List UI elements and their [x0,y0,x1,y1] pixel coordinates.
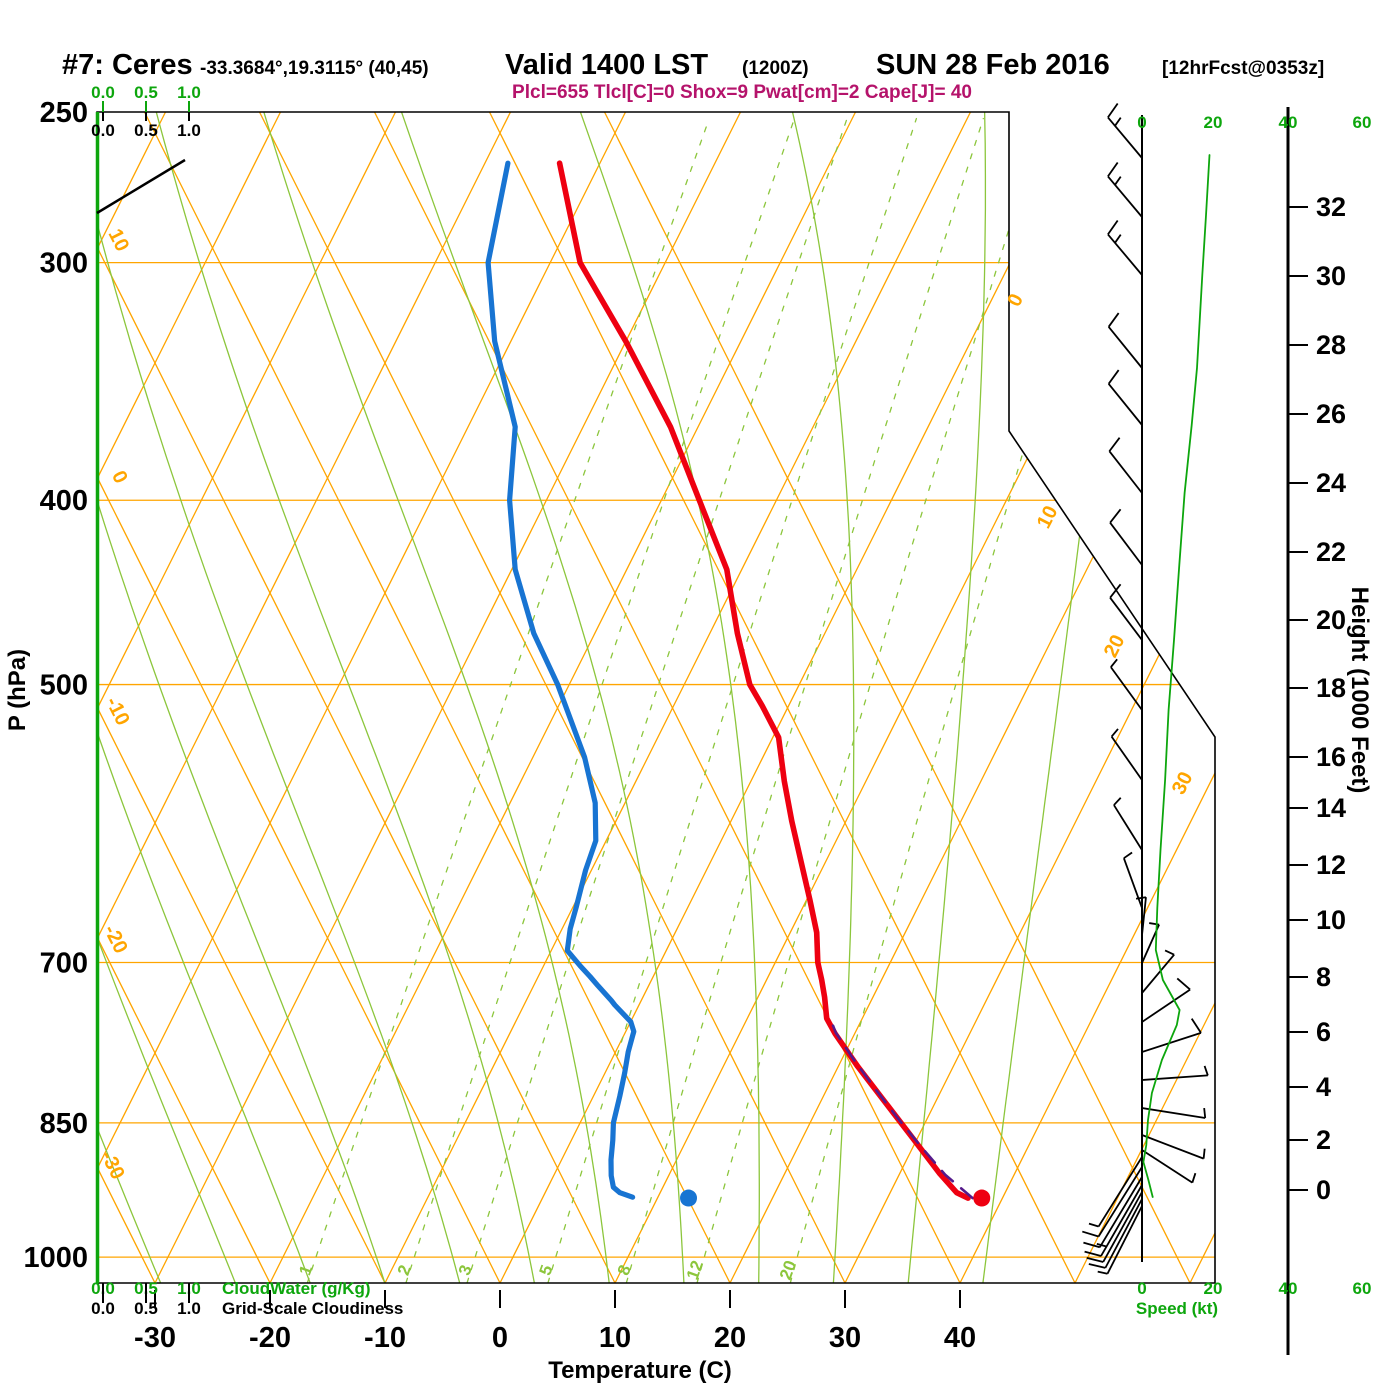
speed-axis-title: Speed (kt) [1136,1299,1218,1318]
svg-text:20: 20 [1100,631,1130,661]
svg-text:0.0: 0.0 [91,121,115,140]
isotherm-lines [97,112,1215,1283]
moist-adiabat-lines [97,112,1132,1283]
svg-text:10: 10 [1316,905,1346,935]
svg-text:60: 60 [1353,1279,1372,1298]
svg-text:10: 10 [599,1322,631,1354]
svg-text:400: 400 [40,485,88,517]
svg-text:24: 24 [1316,468,1346,498]
svg-text:-10: -10 [364,1322,406,1354]
adiabat-edge-labels: 100-10-20-30 [96,225,134,1183]
dry-adiabat-lines [97,112,1191,1283]
svg-text:-30: -30 [96,1147,129,1183]
cloud-scale-top: 0.0 0.0 0.5 0.5 1.0 1.0 [91,83,201,140]
svg-text:0.0: 0.0 [91,1299,115,1318]
svg-text:0.0: 0.0 [91,83,115,102]
wind-profile [1082,102,1211,1275]
svg-text:700: 700 [40,947,88,979]
cloudwater-axis-title: CloudWater (g/Kg) [222,1279,371,1298]
svg-text:1000: 1000 [23,1242,88,1274]
svg-text:-30: -30 [134,1322,176,1354]
sounding-curves [485,160,991,1207]
svg-text:40: 40 [944,1322,976,1354]
svg-text:26: 26 [1316,399,1346,429]
title-zulu-time: (1200Z) [742,58,809,79]
svg-text:250: 250 [40,97,88,129]
title-valid-time: Valid 1400 LST [505,49,708,81]
svg-text:40: 40 [1279,113,1298,132]
svg-text:8: 8 [1316,962,1331,992]
speed-scale-bottom: 0 20 40 60 [1137,1279,1371,1298]
svg-text:20: 20 [776,1258,800,1282]
svg-text:0: 0 [1137,1279,1146,1298]
svg-text:60: 60 [1353,113,1372,132]
svg-text:12: 12 [683,1258,707,1282]
svg-text:850: 850 [40,1108,88,1140]
svg-text:20: 20 [714,1322,746,1354]
svg-text:0: 0 [492,1322,508,1354]
speed-scale-top: 0 20 40 60 [1137,113,1371,132]
svg-text:30: 30 [1316,261,1346,291]
svg-text:0: 0 [1003,290,1028,310]
svg-text:40: 40 [1279,1279,1298,1298]
svg-text:0.5: 0.5 [134,121,158,140]
title-station: #7: Ceres [62,49,193,81]
svg-text:2: 2 [1316,1125,1331,1155]
svg-text:1.0: 1.0 [177,121,201,140]
temperature-tick-labels: -30 -20 -10 0 10 20 30 40 [134,1290,976,1354]
svg-text:500: 500 [40,670,88,702]
svg-text:16: 16 [1316,742,1346,772]
pressure-tick-labels: 250 300 400 500 700 850 1000 [23,97,88,1274]
svg-text:20: 20 [1204,1279,1223,1298]
svg-text:0.5: 0.5 [134,1299,158,1318]
mixing-ratio-lines [306,117,1124,1283]
svg-text:14: 14 [1316,793,1346,823]
svg-text:20: 20 [1204,113,1223,132]
svg-text:12: 12 [1316,850,1346,880]
svg-text:1.0: 1.0 [177,83,201,102]
svg-text:-20: -20 [249,1322,291,1354]
svg-text:0: 0 [1316,1175,1331,1205]
svg-text:4: 4 [1316,1072,1331,1102]
stability-stats-line: Plcl=655 Tlcl[C]=0 Shox=9 Pwat[cm]=2 Cap… [512,82,972,103]
svg-text:18: 18 [1316,673,1346,703]
svg-text:1.0: 1.0 [177,1299,201,1318]
svg-text:30: 30 [1168,768,1198,798]
height-axis-title: Height (1000 Feet) [1346,587,1373,794]
svg-text:10: 10 [103,225,133,255]
svg-text:30: 30 [829,1322,861,1354]
title-date: SUN 28 Feb 2016 [876,49,1110,81]
svg-text:22: 22 [1316,537,1346,567]
svg-text:0: 0 [107,467,132,487]
grid-lines [97,112,1215,1283]
title-coordinates: -33.3684°,19.3115° (40,45) [200,58,429,79]
cloud-scale-bottom: 0.00.00.50.51.01.0 [91,1279,201,1318]
svg-text:28: 28 [1316,330,1346,360]
svg-text:0: 0 [1137,113,1146,132]
svg-text:10: 10 [1033,502,1063,532]
svg-text:300: 300 [40,248,88,280]
gridscale-cloudiness-axis-title: Grid-Scale Cloudiness [222,1299,403,1318]
title-forecast-tag: [12hrFcst@0353z] [1162,58,1324,79]
svg-text:20: 20 [1316,605,1346,635]
svg-text:0.5: 0.5 [134,83,158,102]
surface-temperature-marker [973,1189,991,1207]
wind-barbs [1082,102,1209,1275]
svg-text:32: 32 [1316,192,1346,222]
plot-frame [95,111,1216,1284]
surface-dewpoint-marker [680,1189,698,1207]
pressure-axis-title: P (hPa) [4,649,31,731]
temperature-axis-title: Temperature (C) [548,1357,732,1384]
svg-text:6: 6 [1316,1017,1331,1047]
mixing-ratio-labels: 1 2 3 5 8 12 20 [295,1258,800,1282]
